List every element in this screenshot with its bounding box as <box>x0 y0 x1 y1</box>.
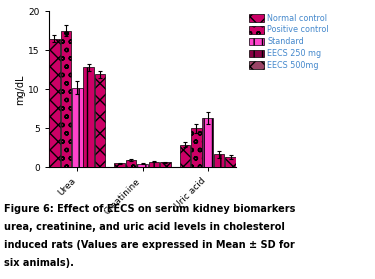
Bar <box>83 68 94 167</box>
Y-axis label: mg/dL: mg/dL <box>15 74 26 105</box>
Bar <box>137 164 148 167</box>
Text: induced rats (Values are expressed in Mean ± SD for: induced rats (Values are expressed in Me… <box>4 240 294 250</box>
Bar <box>95 74 105 167</box>
Bar <box>160 162 171 167</box>
Bar <box>180 145 190 167</box>
Text: six animals).: six animals). <box>4 258 74 268</box>
Text: urea, creatinine, and uric acid levels in cholesterol: urea, creatinine, and uric acid levels i… <box>4 222 285 232</box>
Bar <box>114 163 125 167</box>
Bar <box>148 162 159 167</box>
Bar <box>225 157 236 167</box>
Bar <box>126 160 136 167</box>
Bar <box>214 154 224 167</box>
Bar <box>191 128 202 167</box>
Bar <box>72 88 82 167</box>
Bar <box>61 31 71 167</box>
Bar <box>202 118 213 167</box>
Bar <box>49 39 60 167</box>
Legend: Normal control, Positive control, Standard, EECS 250 mg, EECS 500mg: Normal control, Positive control, Standa… <box>248 12 330 71</box>
Text: Figure 6: Effect of EECS on serum kidney biomarkers: Figure 6: Effect of EECS on serum kidney… <box>4 204 295 214</box>
